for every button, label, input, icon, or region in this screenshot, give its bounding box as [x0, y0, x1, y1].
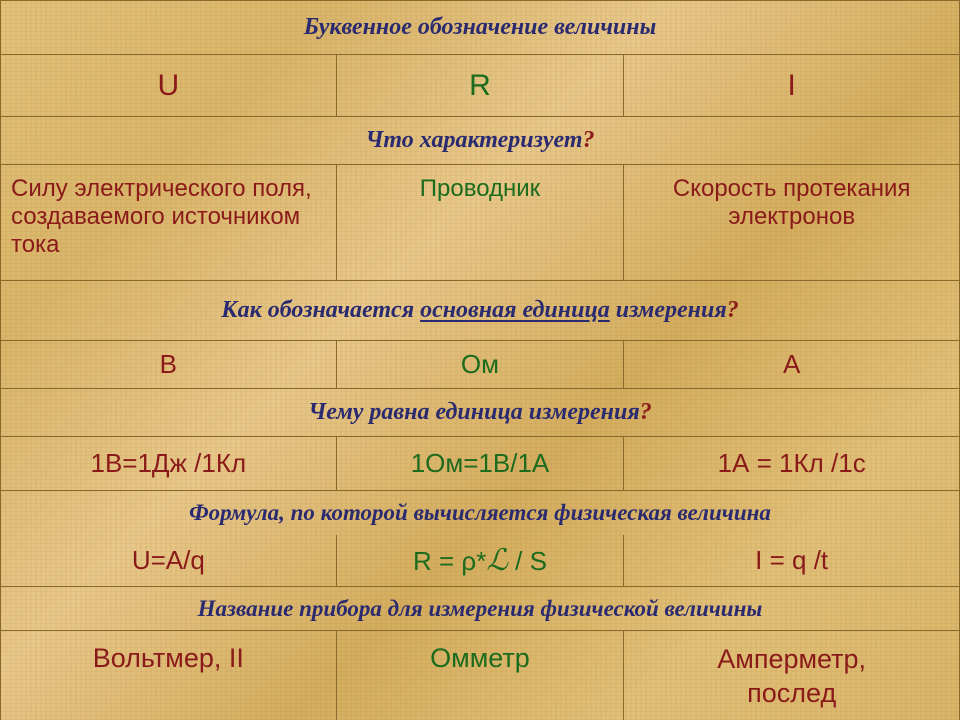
formula-i-cell: I = q /t	[624, 535, 960, 587]
characterizes-u: Силу электрического поля, создаваемого и…	[11, 175, 312, 258]
header-unit-equals: Чему равна единица измерения?	[1, 389, 960, 437]
header-underlined: основная единица	[420, 297, 610, 323]
unit-r: Ом	[461, 349, 499, 379]
unit-eq-u: 1В=1Дж /1Кл	[90, 448, 246, 478]
unit-r-cell: Ом	[336, 341, 624, 389]
unit-u: В	[160, 349, 177, 379]
characterizes-r-cell: Проводник	[336, 165, 624, 281]
characterizes-i-cell: Скорость протекания электронов	[624, 165, 960, 281]
formula-u: U=A/q	[132, 545, 205, 575]
header-text: Формула, по которой вычисляется физическ…	[189, 500, 771, 525]
instrument-r: Омметр	[430, 643, 530, 673]
formula-u-cell: U=A/q	[1, 535, 337, 587]
symbol-u-cell: U	[1, 55, 337, 117]
formula-r-cell: R = ρ*ℒ / S	[336, 535, 624, 587]
header-unit-designation: Как обозначается основная единица измере…	[1, 281, 960, 341]
question-mark: ?	[583, 127, 595, 153]
unit-eq-r: 1Ом=1В/1А	[411, 448, 550, 478]
header-pre: Как обозначается	[221, 297, 420, 323]
symbol-i-cell: I	[624, 55, 960, 117]
characterizes-u-cell: Силу электрического поля, создаваемого и…	[1, 165, 337, 281]
unit-eq-r-cell: 1Ом=1В/1А	[336, 437, 624, 491]
question-mark: ?	[640, 399, 652, 425]
physics-quantities-table: Буквенное обозначение величины U R I Что…	[0, 0, 960, 720]
symbol-u: U	[157, 69, 179, 102]
unit-u-cell: В	[1, 341, 337, 389]
header-post: измерения	[610, 297, 727, 323]
header-instrument: Название прибора для измерения физическо…	[1, 587, 960, 631]
instrument-i-cell: Амперметр, послед	[624, 631, 960, 720]
unit-eq-i: 1А = 1Кл /1с	[718, 448, 866, 478]
instrument-r-cell: Омметр	[336, 631, 624, 720]
formula-r-pre: R = ρ*	[413, 546, 486, 576]
symbol-i: I	[787, 69, 795, 102]
unit-i-cell: А	[624, 341, 960, 389]
instrument-i-line2: послед	[747, 678, 836, 708]
header-text: Название прибора для измерения физическо…	[198, 596, 763, 621]
unit-eq-u-cell: 1В=1Дж /1Кл	[1, 437, 337, 491]
characterizes-r: Проводник	[420, 175, 540, 202]
formula-i: I = q /t	[755, 545, 828, 575]
symbol-r-cell: R	[336, 55, 624, 117]
formula-r-ell: ℒ	[486, 544, 508, 577]
header-letter-designation: Буквенное обозначение величины	[1, 1, 960, 55]
instrument-u: Вольтмер, II	[93, 643, 244, 673]
header-text: Чему равна единица измерения	[308, 399, 639, 425]
symbol-r: R	[469, 69, 491, 102]
characterizes-i: Скорость протекания электронов	[673, 175, 911, 230]
header-characterizes: Что характеризует?	[1, 117, 960, 165]
unit-eq-i-cell: 1А = 1Кл /1с	[624, 437, 960, 491]
unit-i: А	[783, 349, 800, 379]
header-formula: Формула, по которой вычисляется физическ…	[1, 491, 960, 535]
header-text: Что характеризует	[365, 127, 582, 153]
formula-r-post: / S	[508, 546, 547, 576]
header-text: Буквенное обозначение величины	[304, 14, 657, 40]
instrument-u-cell: Вольтмер, II	[1, 631, 337, 720]
question-mark: ?	[727, 297, 739, 323]
instrument-i-line1: Амперметр,	[717, 644, 866, 674]
